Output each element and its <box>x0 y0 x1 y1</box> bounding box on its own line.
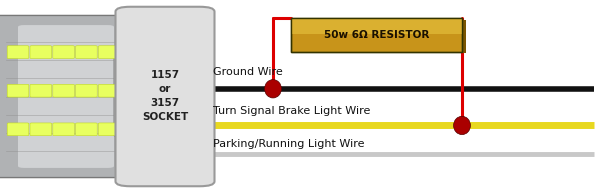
FancyBboxPatch shape <box>30 46 52 58</box>
Text: Ground Wire: Ground Wire <box>213 67 283 77</box>
FancyBboxPatch shape <box>30 84 52 97</box>
FancyBboxPatch shape <box>7 84 29 97</box>
FancyBboxPatch shape <box>53 46 74 58</box>
FancyBboxPatch shape <box>98 123 120 136</box>
FancyBboxPatch shape <box>76 123 97 136</box>
FancyBboxPatch shape <box>0 15 153 178</box>
Ellipse shape <box>454 116 470 135</box>
FancyBboxPatch shape <box>7 123 29 136</box>
FancyBboxPatch shape <box>291 18 462 52</box>
Text: 1157
or
3157
SOCKET: 1157 or 3157 SOCKET <box>142 70 188 123</box>
Text: 50w 6Ω RESISTOR: 50w 6Ω RESISTOR <box>324 30 429 40</box>
FancyBboxPatch shape <box>53 84 74 97</box>
FancyBboxPatch shape <box>295 20 466 53</box>
FancyBboxPatch shape <box>53 123 74 136</box>
FancyBboxPatch shape <box>7 46 29 58</box>
Text: Parking/Running Light Wire: Parking/Running Light Wire <box>213 139 365 149</box>
FancyBboxPatch shape <box>30 123 52 136</box>
FancyBboxPatch shape <box>98 84 120 97</box>
FancyBboxPatch shape <box>76 46 97 58</box>
FancyBboxPatch shape <box>116 7 215 186</box>
Text: Turn Signal Brake Light Wire: Turn Signal Brake Light Wire <box>213 106 370 116</box>
FancyBboxPatch shape <box>98 46 120 58</box>
Ellipse shape <box>265 80 281 98</box>
FancyBboxPatch shape <box>291 18 462 34</box>
FancyBboxPatch shape <box>76 84 97 97</box>
FancyBboxPatch shape <box>18 25 114 168</box>
FancyBboxPatch shape <box>114 56 162 137</box>
